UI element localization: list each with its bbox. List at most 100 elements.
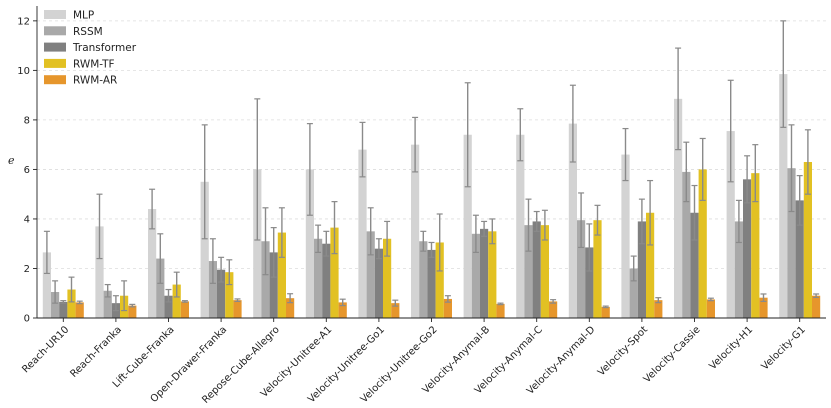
bar-rwm-tf [277, 232, 286, 318]
legend-label-transformer: Transformer [72, 42, 137, 54]
bar-rwm-tf [751, 173, 760, 318]
bar-mlp [200, 181, 209, 318]
bar-transformer [427, 249, 436, 318]
y-tick-label: 8 [24, 115, 30, 126]
bar-rssm [577, 220, 586, 318]
bar-rwm-ar [654, 300, 663, 318]
bar-rssm [156, 258, 165, 318]
bar-transformer [743, 179, 752, 318]
bar-transformer [795, 200, 804, 318]
x-tick-label: Velocity-Cassie [642, 324, 703, 385]
bar-mlp [621, 154, 630, 318]
bar-mlp [95, 226, 104, 318]
y-tick-label: 10 [17, 66, 30, 77]
bar-rssm [471, 233, 480, 318]
bar-rwm-tf [225, 272, 234, 318]
bar-transformer [322, 243, 331, 318]
x-tick-label: Velocity-G1 [760, 324, 808, 372]
bar-rwm-tf [593, 220, 602, 318]
bar-rwm-tf [330, 227, 339, 318]
bar-transformer [59, 301, 68, 318]
bar-rssm [419, 241, 428, 318]
legend: MLP RSSM Transformer RWM-TF RWM-AR [44, 10, 137, 87]
bar-transformer [690, 212, 699, 318]
legend-label-rwm-ar: RWM-AR [73, 75, 117, 87]
bar-rwm-ar [128, 305, 137, 318]
legend-label-rwm-tf: RWM-TF [73, 58, 115, 70]
bar-mlp [726, 131, 735, 318]
bar-transformer [637, 221, 646, 318]
bar-rwm-ar [549, 301, 558, 318]
bar-rssm [734, 221, 743, 318]
bar-rssm [524, 225, 533, 318]
bar-rwm-tf [488, 231, 497, 318]
bar-rwm-ar [706, 299, 715, 318]
y-tick-label: 6 [24, 165, 30, 176]
bar-mlp [411, 144, 420, 318]
legend-swatch-mlp [44, 10, 66, 19]
bar-mlp [253, 169, 262, 318]
legend-swatch-rwm-ar [44, 75, 66, 85]
bar-rssm [103, 290, 112, 318]
bar-mlp [42, 252, 51, 318]
x-tick-label: Reach-Franka [68, 324, 124, 380]
bar-rwm-ar [443, 298, 452, 318]
legend-swatch-transformer [44, 42, 66, 52]
bar-transformer [480, 228, 489, 318]
y-axis-label: e [8, 154, 15, 167]
bar-rwm-ar [759, 297, 768, 318]
bar-mlp [358, 149, 367, 318]
bar-rssm [261, 241, 270, 318]
bar-transformer [374, 248, 383, 318]
y-tick-label: 2 [24, 264, 30, 275]
bar-rwm-tf [646, 212, 655, 318]
bar-rssm [629, 268, 638, 318]
bar-rwm-ar [286, 298, 295, 318]
x-tick-label: Velocity-H1 [707, 324, 755, 372]
bar-rssm [208, 261, 217, 318]
bar-rwm-tf [540, 225, 549, 318]
bar-rwm-ar [338, 302, 347, 318]
bar-mlp [463, 134, 472, 318]
bar-transformer [585, 247, 594, 318]
bar-transformer [269, 252, 278, 318]
bar-mlp [779, 74, 788, 318]
bar-transformer [217, 269, 226, 318]
bar-rwm-ar [812, 295, 821, 318]
y-tick-label: 0 [24, 314, 30, 325]
bar-mlp [148, 209, 157, 318]
bar-rwm-tf [698, 169, 707, 318]
bar-rssm [682, 171, 691, 318]
bar-rssm [51, 292, 60, 318]
legend-swatch-rssm [44, 26, 66, 36]
legend-label-mlp: MLP [73, 10, 94, 22]
bar-transformer [164, 295, 173, 318]
bar-mlp [674, 98, 683, 318]
bar-rwm-ar [496, 303, 505, 318]
bar-rwm-ar [233, 300, 242, 318]
bar-rwm-ar [601, 306, 610, 318]
bar-rssm [314, 238, 323, 318]
bar-rssm [366, 231, 375, 318]
legend-swatch-rwm-tf [44, 58, 66, 68]
bar-rssm [787, 168, 796, 318]
bar-rwm-tf [383, 238, 392, 318]
bar-transformer [532, 221, 541, 318]
bar-rwm-ar [75, 302, 84, 318]
bar-rwm-tf [435, 242, 444, 318]
bar-rwm-tf [67, 289, 76, 318]
bar-rwm-tf [172, 284, 181, 318]
bar-mlp [305, 169, 314, 318]
bar-mlp [516, 134, 525, 318]
bars-layer [42, 20, 821, 318]
legend-label-rssm: RSSM [73, 26, 103, 38]
bar-mlp [568, 123, 577, 318]
y-tick-label: 4 [24, 214, 30, 225]
x-tick-label: Reach-UR10 [20, 324, 71, 375]
bar-rwm-ar [180, 301, 189, 318]
y-tick-label: 12 [17, 16, 30, 27]
bar-rwm-ar [391, 303, 400, 318]
bar-rwm-tf [803, 162, 812, 318]
x-tick-label: Velocity-Spot [596, 324, 650, 378]
